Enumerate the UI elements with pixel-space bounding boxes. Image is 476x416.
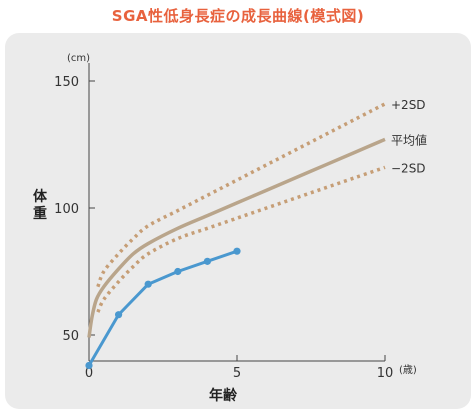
data-point (233, 247, 241, 255)
y-tick-label: 50 (62, 329, 79, 344)
x-tick-label: 5 (233, 366, 241, 381)
y-unit-label: (cm) (67, 53, 90, 64)
chart-title: SGA性低身長症の成長曲線(模式図) (111, 7, 365, 25)
data-point (85, 361, 93, 370)
series-line-patient (87, 249, 238, 367)
ticks: 50 100 150 0 5 10 (54, 75, 393, 381)
x-tick-label: 0 (85, 366, 93, 381)
axes: (cm) (歳) 体重 年齢 (33, 53, 417, 404)
y-axis-title: 体重 (33, 188, 48, 222)
legend: +2SD 平均値 −2SD (391, 98, 427, 176)
series-line-mean (87, 137, 386, 338)
series-label: +2SD (391, 98, 426, 112)
series-label: −2SD (391, 161, 426, 175)
series-label: 平均値 (391, 132, 427, 147)
y-tick-label: 150 (54, 75, 79, 90)
data-point (144, 280, 152, 288)
series (85, 102, 386, 370)
x-axis-title: 年齢 (209, 387, 238, 404)
data-point (115, 311, 123, 319)
chart-panel: (cm) (歳) 体重 年齢 50 100 150 0 5 10 +2SD 平均値 −2SD (5, 33, 471, 409)
series-line-minus-2sd (96, 165, 386, 313)
x-unit-label: (歳) (399, 364, 417, 376)
x-tick-label: 10 (377, 366, 394, 381)
growth-chart: (cm) (歳) 体重 年齢 50 100 150 0 5 10 +2SD 平均値 −2SD (33, 53, 427, 404)
y-tick-label: 100 (54, 202, 79, 217)
data-point (174, 267, 182, 276)
series-line-plus-2sd (96, 102, 386, 288)
data-point (203, 257, 211, 265)
